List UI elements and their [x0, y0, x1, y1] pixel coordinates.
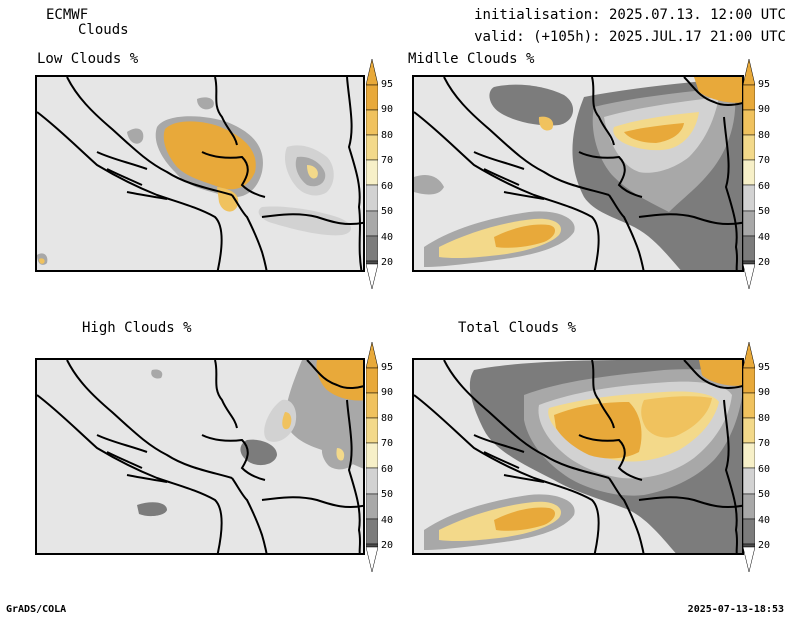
colorbar-label: 90 [381, 104, 394, 115]
colorbar-total: 95 90 80 70 60 50 40 20 [742, 341, 770, 573]
footer-software: GrADS/COLA [6, 604, 67, 615]
colorbar-label: 50 [381, 489, 394, 500]
valid-time: valid: (+105h): 2025.JUL.17 21:00 UTC [474, 29, 786, 45]
colorbar-label: 70 [381, 438, 394, 449]
colorbar-label: 95 [381, 79, 394, 90]
footer-timestamp: 2025-07-13-18:53 [687, 604, 784, 615]
colorbar-middle: 95 90 80 70 60 50 40 20 [742, 58, 770, 290]
colorbar-label: 90 [381, 387, 394, 398]
colorbar-label: 60 [381, 464, 394, 475]
colorbar-label: 60 [758, 464, 771, 475]
initialisation-time: initialisation: 2025.07.13. 12:00 UTC [474, 7, 786, 23]
colorbar-high: 95 90 80 70 60 50 40 20 [365, 341, 393, 573]
colorbar-label: 80 [758, 413, 771, 424]
colorbar-low: 95 90 80 70 60 50 40 20 [365, 58, 393, 290]
colorbar-label: 20 [381, 540, 394, 551]
colorbar-label: 90 [758, 387, 771, 398]
colorbar-label: 40 [758, 515, 771, 526]
panel-title-low: Low Clouds % [37, 51, 139, 67]
model-name: ECMWF [46, 7, 89, 23]
colorbar-label: 70 [381, 155, 394, 166]
colorbar-label: 95 [381, 362, 394, 373]
colorbar-label: 70 [758, 438, 771, 449]
colorbar-label: 40 [758, 232, 771, 243]
colorbar-label: 40 [381, 232, 394, 243]
colorbar-label: 50 [758, 489, 771, 500]
parameter-name: Clouds [78, 22, 129, 38]
colorbar-label: 70 [758, 155, 771, 166]
colorbar-label: 50 [381, 206, 394, 217]
map-high-clouds [35, 358, 365, 555]
colorbar-label: 80 [381, 413, 394, 424]
map-low-clouds [35, 75, 365, 272]
colorbar-label: 60 [758, 181, 771, 192]
colorbar-label: 80 [758, 130, 771, 141]
panel-title-high: High Clouds % [82, 320, 192, 336]
colorbar-label: 20 [758, 257, 771, 268]
colorbar-label: 20 [381, 257, 394, 268]
colorbar-label: 60 [381, 181, 394, 192]
colorbar-label: 50 [758, 206, 771, 217]
colorbar-label: 90 [758, 104, 771, 115]
colorbar-label: 40 [381, 515, 394, 526]
colorbar-label: 95 [758, 362, 771, 373]
map-middle-clouds [412, 75, 744, 272]
panel-title-total: Total Clouds % [458, 320, 577, 336]
colorbar-label: 80 [381, 130, 394, 141]
panel-title-middle: Midlle Clouds % [408, 51, 535, 67]
map-total-clouds [412, 358, 744, 555]
colorbar-label: 95 [758, 79, 771, 90]
colorbar-label: 20 [758, 540, 771, 551]
